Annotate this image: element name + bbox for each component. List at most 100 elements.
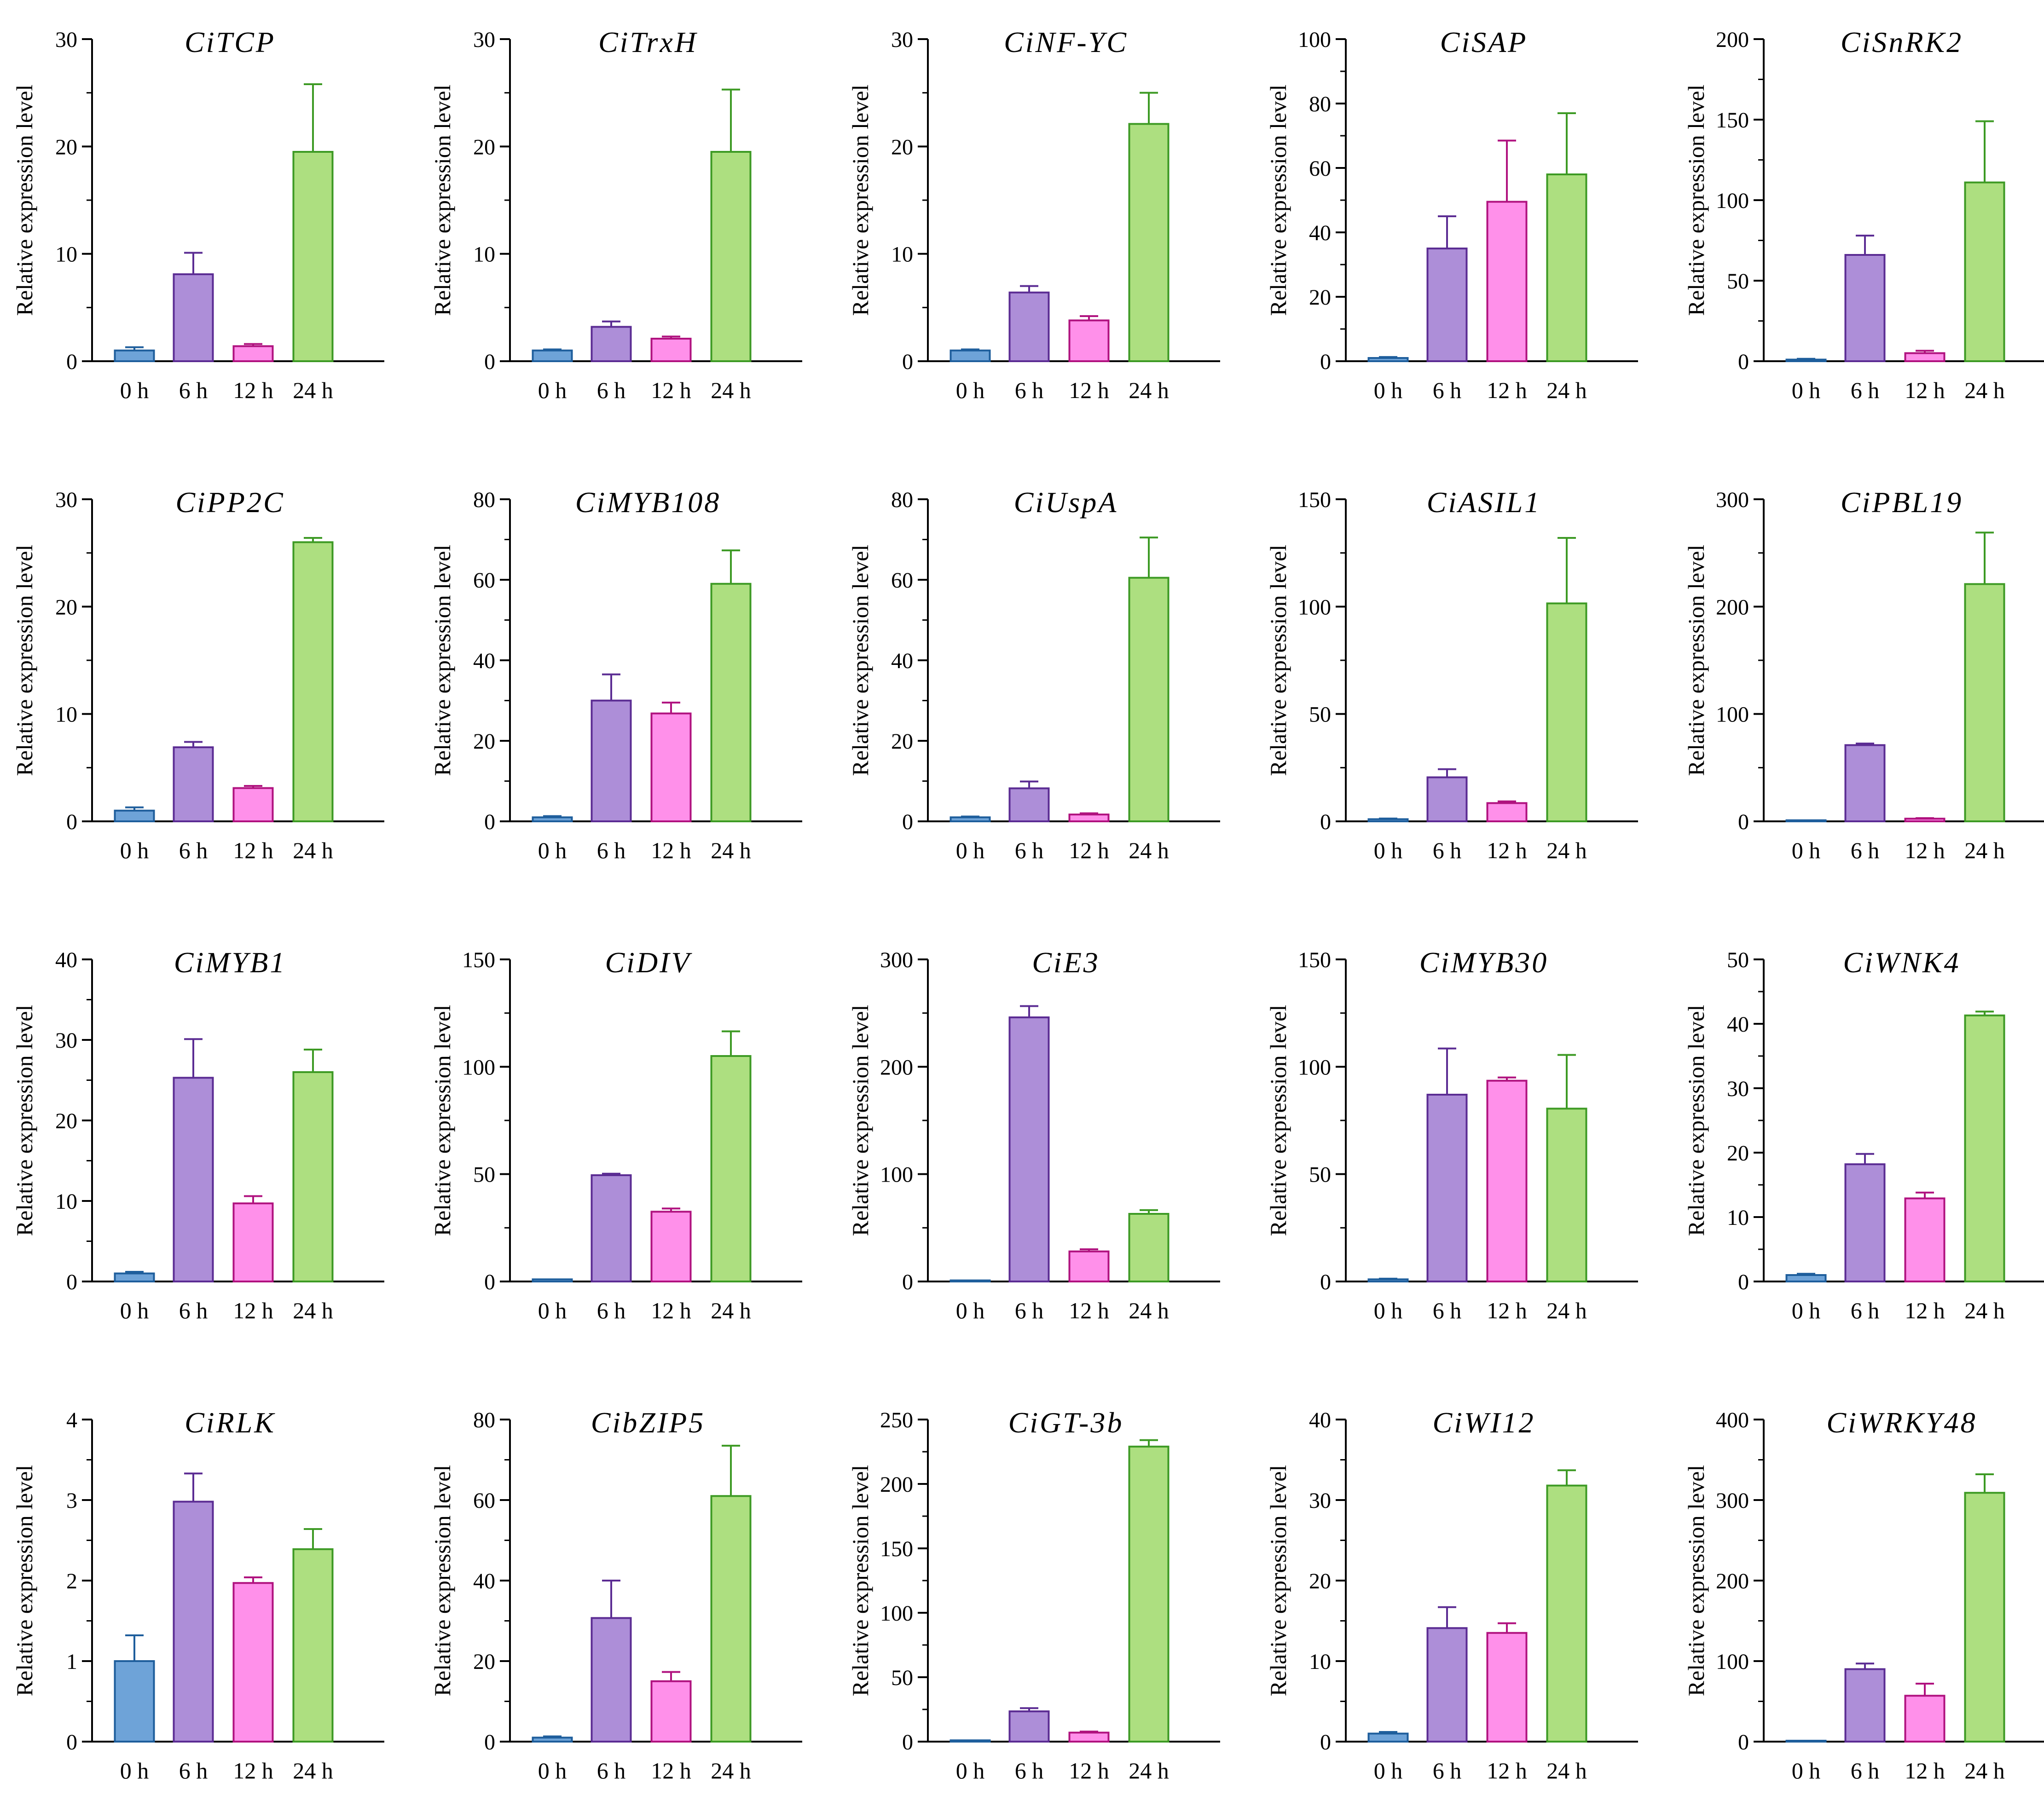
y-tick-label: 0 [902,810,913,834]
x-tick-label: 24 h [1129,377,1169,403]
y-tick-label: 60 [891,568,913,593]
bar-12h [1486,201,1528,362]
x-tick-label: 6 h [179,1298,208,1323]
bar-0h [950,1739,991,1743]
x-tick-label: 6 h [1015,837,1044,863]
chart-ciwrky48: CiWRKY48 Relative expression level 0 100 200… [1683,1406,2044,1783]
chart-title: CiMYB30 [1419,946,1548,979]
chart-cisnrk2: CiSnRK2 Relative expression level 0 50 100 15… [1683,26,2044,403]
y-tick-label: 100 [462,1055,495,1079]
y-tick-label: 0 [902,350,913,374]
y-tick-label: 50 [1309,703,1331,727]
bar-0h [1785,819,1827,822]
bar-24h [292,151,334,362]
y-tick-label: 150 [1298,488,1331,512]
y-axis-label: Relative expression level [12,545,37,776]
x-tick-label: 0 h [956,1298,985,1323]
x-tick-label: 12 h [1069,1758,1109,1783]
bar-24h [710,1055,752,1282]
x-tick-label: 12 h [233,377,273,403]
chart-title: CiMYB108 [575,486,721,519]
bar-24h [710,1495,752,1743]
chart-title: CiTrxH [598,26,698,58]
y-tick-label: 50 [1309,1163,1331,1187]
bar-0h [1785,1274,1827,1282]
chart-title: CibZIP5 [591,1406,705,1439]
y-tick-label: 0 [484,1270,495,1294]
y-tick-label: 2 [66,1569,77,1593]
chart-title: CiGT-3b [1008,1406,1124,1439]
y-tick-label: 0 [66,1730,77,1755]
bar-6h [1008,1710,1050,1743]
y-tick-label: 200 [1716,28,1749,52]
bar-12h [1486,1079,1528,1283]
x-tick-label: 6 h [179,837,208,863]
bar-6h [173,1501,214,1743]
y-tick-label: 0 [1738,810,1749,834]
y-tick-label: 150 [1298,948,1331,972]
y-tick-label: 100 [880,1601,913,1626]
y-tick-label: 50 [891,1666,913,1690]
y-tick-label: 20 [1309,1569,1331,1593]
bar-0h [114,1272,155,1282]
y-axis-label: Relative expression level [429,1465,455,1697]
x-tick-label: 0 h [538,1758,567,1783]
bar-6h [1008,1016,1050,1282]
y-axis-label: Relative expression level [847,1465,873,1697]
chart-ciwi12: CiWI12 Relative expression level 0 10 20 30 40… [1265,1406,1638,1783]
bar-24h [1546,1484,1587,1743]
x-tick-label: 12 h [233,837,273,863]
bar-12h [1904,1695,1946,1743]
x-tick-label: 24 h [711,377,751,403]
x-tick-label: 12 h [651,377,691,403]
y-tick-label: 3 [66,1489,77,1513]
chart-citrxh: CiTrxH Relative expression level 0 10 20 30 0 … [429,26,802,403]
y-tick-label: 40 [473,649,495,673]
bar-24h [1964,1014,2005,1283]
y-axis-label: Relative expression level [1265,1005,1291,1236]
bar-0h [532,1737,573,1743]
bar-0h [950,349,991,363]
chart-cirlk: CiRLK Relative expression level 0 1 2 3 4 0 h 6 … [12,1406,384,1783]
y-tick-label: 30 [891,28,913,52]
chart-citcp: CiTCP Relative expression level 0 10 20 30 0 h… [12,26,384,403]
bar-12h [1068,1250,1110,1283]
y-tick-label: 40 [473,1569,495,1593]
y-tick-label: 30 [55,488,77,512]
bar-24h [1128,1213,1170,1282]
x-tick-label: 24 h [293,837,333,863]
bar-12h [650,338,692,362]
y-tick-label: 0 [1320,1730,1331,1755]
y-tick-label: 10 [473,242,495,267]
chart-title: CiWI12 [1432,1406,1535,1439]
y-tick-label: 100 [1298,595,1331,619]
y-tick-label: 20 [473,729,495,754]
chart-title: CiNF-YC [1004,26,1128,58]
y-tick-label: 0 [66,1270,77,1294]
y-axis-label: Relative expression level [429,85,455,316]
bar-12h [1904,1197,1946,1282]
bar-24h [1128,123,1170,363]
bar-24h [1128,577,1170,822]
y-tick-label: 300 [1716,1489,1749,1513]
chart-title: CiWNK4 [1843,946,1960,979]
y-axis-label: Relative expression level [1265,1465,1291,1697]
bar-12h [232,345,274,362]
x-tick-label: 12 h [1487,837,1527,863]
y-tick-label: 0 [1738,1270,1749,1294]
y-axis-label: Relative expression level [847,85,873,316]
bar-24h [292,541,334,823]
chart-title: CiDIV [605,946,692,979]
bar-12h [1068,1732,1110,1743]
y-tick-label: 40 [891,649,913,673]
y-tick-label: 60 [1309,156,1331,181]
bar-12h [1486,1632,1528,1743]
bar-24h [1964,1492,2005,1743]
y-tick-label: 60 [473,568,495,593]
y-tick-label: 150 [462,948,495,972]
bar-0h [1785,1740,1827,1743]
chart-title: CiASIL1 [1427,486,1541,519]
y-tick-label: 40 [1309,221,1331,245]
y-tick-label: 200 [1716,595,1749,619]
